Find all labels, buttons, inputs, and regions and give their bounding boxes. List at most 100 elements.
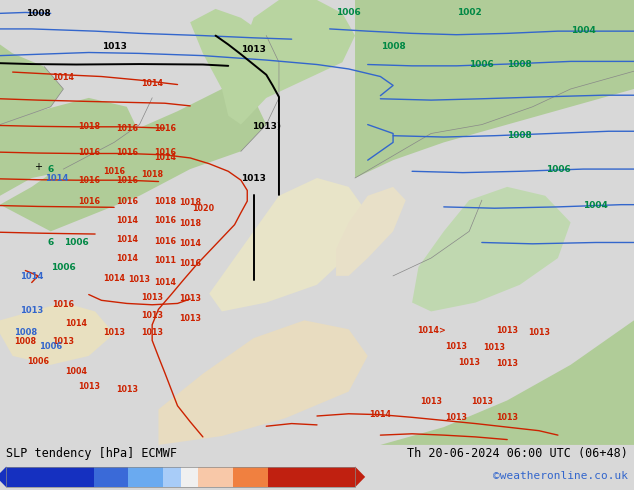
Text: 1018: 1018 [179,198,201,207]
Bar [268,466,355,487]
Text: 1008: 1008 [14,328,37,337]
Text: 1013: 1013 [103,328,125,337]
Text: 1013: 1013 [78,382,100,391]
Text: 1006: 1006 [39,342,62,351]
Text: 1016: 1016 [154,147,176,157]
Text: 1013: 1013 [101,42,127,51]
Text: 1008: 1008 [507,131,533,140]
Text: 1013: 1013 [141,311,163,319]
Text: 1004: 1004 [65,367,87,376]
Polygon shape [355,0,634,178]
Text: 1013: 1013 [141,293,163,302]
Text: 1006: 1006 [63,238,89,247]
Polygon shape [241,0,355,98]
Text: 1008: 1008 [507,60,533,69]
Polygon shape [412,187,571,312]
Bar [164,466,181,487]
Text: 1014: 1014 [103,273,125,283]
Text: 1014>: 1014> [417,326,446,335]
Text: 1014: 1014 [154,278,176,287]
Text: 1020: 1020 [192,204,214,213]
Text: 1013: 1013 [446,342,467,351]
Bar [198,466,233,487]
Text: 1008: 1008 [380,42,406,51]
Text: 1014: 1014 [116,254,138,264]
Text: 1016: 1016 [116,176,138,185]
Text: 1014: 1014 [116,216,138,225]
Text: 1018: 1018 [141,170,163,179]
Text: 1016: 1016 [154,237,176,245]
Polygon shape [0,45,63,124]
Text: 1008: 1008 [15,337,36,346]
Text: SLP tendency [hPa] ECMWF: SLP tendency [hPa] ECMWF [6,446,178,460]
FancyArrow shape [0,466,6,487]
Text: 1014: 1014 [154,153,176,163]
Text: 1013: 1013 [471,397,493,406]
Text: 1004: 1004 [571,26,596,35]
Polygon shape [0,89,266,231]
FancyArrow shape [355,466,365,487]
Text: 1016: 1016 [116,147,138,157]
Text: 1013: 1013 [129,275,150,284]
Text: 1008: 1008 [25,9,51,18]
Text: 1016: 1016 [78,196,100,206]
Text: 1006: 1006 [336,8,361,17]
Text: 1013: 1013 [458,358,480,367]
Bar [181,466,198,487]
Text: 1013: 1013 [528,328,550,337]
Text: ©weatheronline.co.uk: ©weatheronline.co.uk [493,471,628,482]
Text: 1016: 1016 [78,147,100,157]
Text: 6: 6 [48,166,54,174]
Text: 1013: 1013 [496,360,518,368]
Text: 1006: 1006 [51,263,76,272]
Text: 1006: 1006 [27,357,49,366]
Text: 1013: 1013 [446,413,467,422]
Text: 1018: 1018 [154,196,176,206]
Text: 1013: 1013 [141,328,163,337]
Text: 1011: 1011 [154,256,176,265]
Text: 1002: 1002 [456,8,482,17]
Polygon shape [158,320,368,445]
Text: 6: 6 [48,238,54,247]
Text: 1006: 1006 [545,166,571,174]
Text: 1018: 1018 [78,122,100,131]
Text: 1014: 1014 [46,174,68,183]
Text: 1014: 1014 [179,239,201,248]
Text: 1013: 1013 [496,326,518,335]
Polygon shape [336,187,406,276]
Text: 1013): 1013) [252,122,281,131]
Text: 1016: 1016 [78,176,100,185]
Text: Th 20-06-2024 06:00 UTC (06+48): Th 20-06-2024 06:00 UTC (06+48) [407,446,628,460]
Text: 1016: 1016 [154,216,176,225]
Text: 1004: 1004 [583,201,609,210]
Text: 1013: 1013 [20,306,43,315]
Text: 1016: 1016 [53,300,74,309]
Text: 1013: 1013 [116,385,138,394]
Text: 1016: 1016 [103,167,125,176]
Text: 1013: 1013 [241,46,266,54]
Text: 1014: 1014 [65,319,87,328]
Text: 1013: 1013 [496,413,518,422]
Text: 1016: 1016 [116,196,138,206]
Text: 1013: 1013 [484,343,505,352]
Text: 1013: 1013 [179,294,201,303]
Text: 1016: 1016 [179,259,201,268]
Text: 1013: 1013 [420,397,442,406]
Text: 1013: 1013 [53,337,74,346]
Polygon shape [0,98,139,196]
Text: 1014: 1014 [370,410,391,419]
Text: 1016: 1016 [154,123,176,133]
Text: 1014: 1014 [53,74,74,82]
Text: 1014: 1014 [141,79,163,88]
Polygon shape [209,178,368,312]
Polygon shape [380,320,634,445]
Text: 1016: 1016 [116,123,138,133]
Bar [6,466,355,487]
Text: 1013: 1013 [179,314,201,322]
Bar [128,466,164,487]
Polygon shape [190,9,279,124]
Text: 1013: 1013 [241,174,266,183]
Bar [94,466,128,487]
Text: 1006: 1006 [469,60,495,69]
Text: +: + [34,162,42,172]
